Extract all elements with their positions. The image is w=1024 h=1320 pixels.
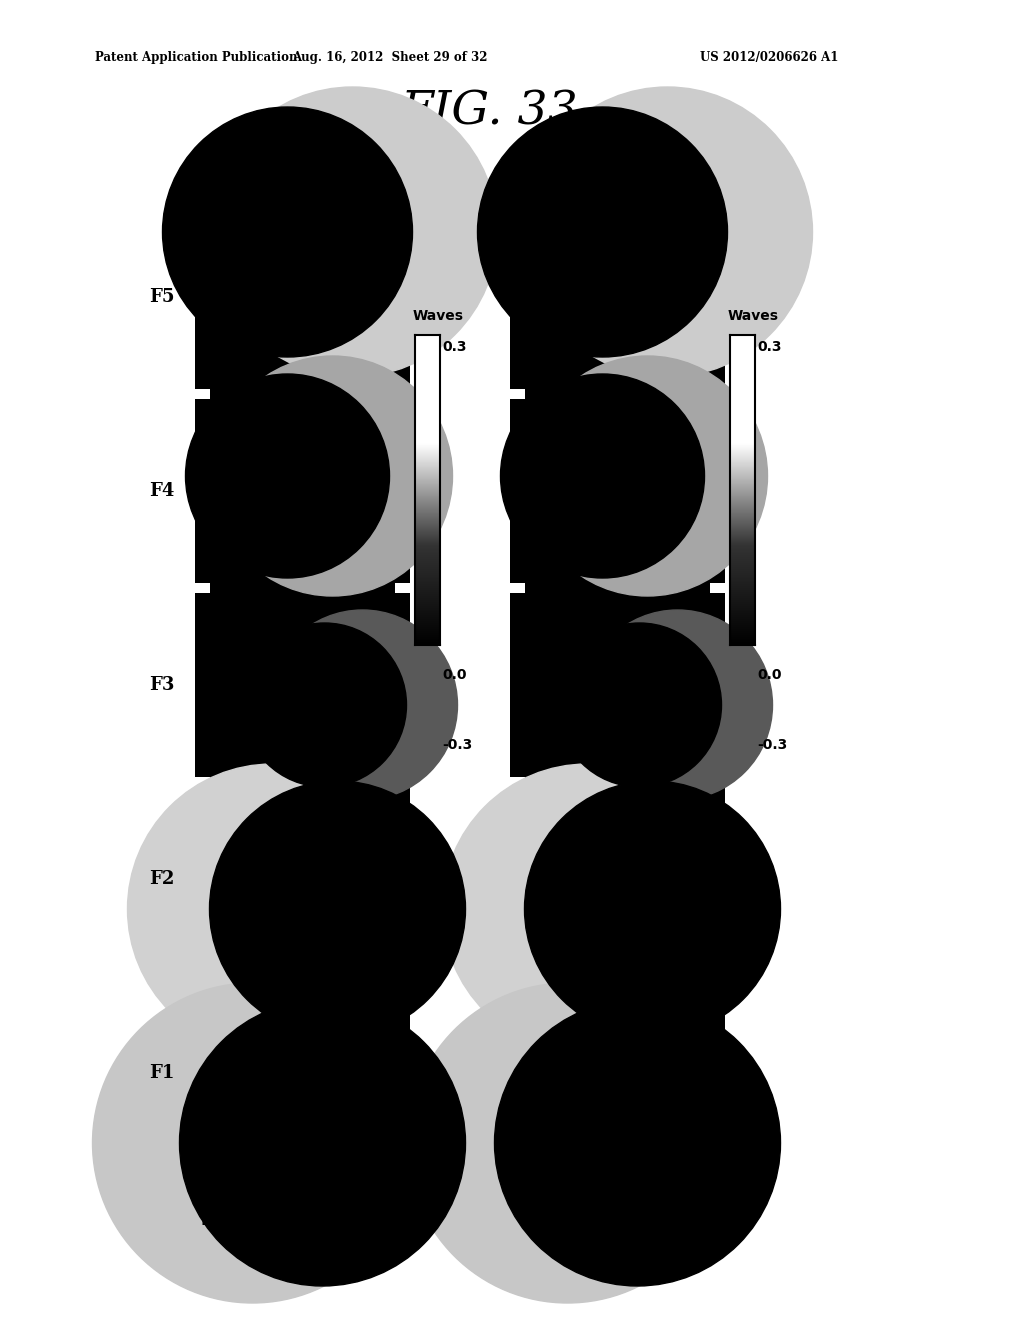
Bar bbox=[510, 389, 525, 399]
Bar bbox=[510, 777, 525, 787]
Text: FIG. 33: FIG. 33 bbox=[401, 90, 579, 135]
Circle shape bbox=[524, 781, 780, 1038]
Bar bbox=[710, 972, 725, 981]
Text: Patent Application Publication: Patent Application Publication bbox=[95, 51, 298, 65]
Circle shape bbox=[185, 374, 389, 578]
Bar bbox=[195, 777, 210, 787]
Circle shape bbox=[210, 781, 466, 1038]
Bar bbox=[195, 201, 410, 1170]
Circle shape bbox=[442, 764, 732, 1053]
Circle shape bbox=[208, 87, 498, 378]
Text: 0.3: 0.3 bbox=[757, 341, 781, 354]
Text: 0.0: 0.0 bbox=[442, 668, 467, 682]
Bar bbox=[195, 389, 210, 399]
Text: Aug. 16, 2012  Sheet 29 of 32: Aug. 16, 2012 Sheet 29 of 32 bbox=[292, 51, 487, 65]
Text: BEFORE MODULATING: BEFORE MODULATING bbox=[201, 1210, 406, 1229]
Circle shape bbox=[213, 356, 453, 597]
Bar bbox=[510, 972, 525, 981]
Bar bbox=[395, 777, 410, 787]
Circle shape bbox=[527, 356, 768, 597]
Text: 0.3: 0.3 bbox=[442, 341, 467, 354]
Circle shape bbox=[501, 374, 705, 578]
Text: -0.3: -0.3 bbox=[757, 738, 787, 752]
Circle shape bbox=[243, 623, 407, 787]
Circle shape bbox=[583, 610, 772, 800]
Bar bbox=[195, 583, 210, 593]
Bar bbox=[195, 972, 210, 981]
Text: F1: F1 bbox=[150, 1064, 175, 1082]
Text: F3: F3 bbox=[150, 676, 175, 694]
Circle shape bbox=[557, 623, 722, 787]
Bar bbox=[510, 583, 525, 593]
Circle shape bbox=[179, 1001, 466, 1286]
Circle shape bbox=[128, 764, 418, 1053]
Text: F4: F4 bbox=[150, 482, 175, 500]
Bar bbox=[395, 583, 410, 593]
Bar bbox=[710, 583, 725, 593]
Text: 0.0: 0.0 bbox=[757, 668, 781, 682]
Circle shape bbox=[408, 983, 727, 1303]
Bar bbox=[395, 972, 410, 981]
Circle shape bbox=[92, 983, 413, 1303]
Text: Waves: Waves bbox=[413, 309, 464, 323]
Text: Waves: Waves bbox=[728, 309, 779, 323]
Circle shape bbox=[477, 107, 727, 356]
Bar bbox=[510, 201, 725, 1170]
Circle shape bbox=[522, 87, 812, 378]
Text: -0.3: -0.3 bbox=[442, 738, 472, 752]
Text: US 2012/0206626 A1: US 2012/0206626 A1 bbox=[700, 51, 839, 65]
Bar bbox=[710, 777, 725, 787]
Text: F2: F2 bbox=[150, 870, 175, 888]
Text: F5: F5 bbox=[150, 288, 175, 306]
Circle shape bbox=[495, 1001, 780, 1286]
Circle shape bbox=[267, 610, 458, 800]
Text: AFTER MODULATING: AFTER MODULATING bbox=[521, 1210, 713, 1229]
Bar bbox=[395, 389, 410, 399]
Bar bbox=[710, 389, 725, 399]
Circle shape bbox=[163, 107, 413, 356]
